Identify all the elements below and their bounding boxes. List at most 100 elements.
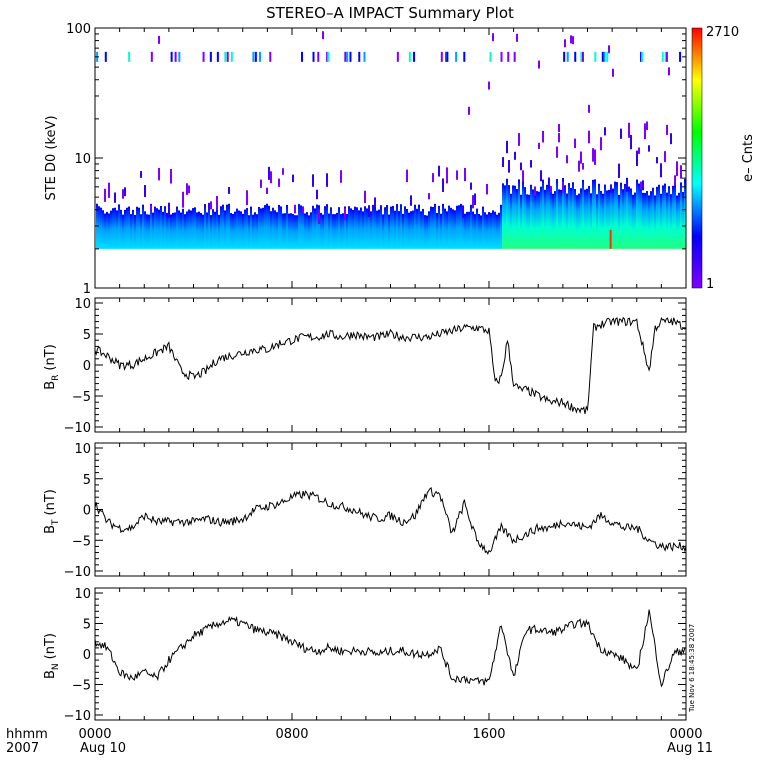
spectrogram-speck (368, 206, 370, 218)
spectrogram-column (116, 210, 118, 249)
spectrogram-column (600, 190, 602, 249)
spectrogram-column (398, 211, 400, 249)
spectrogram-column (482, 206, 484, 249)
spectrogram-column (674, 184, 676, 249)
spectrogram-speck (104, 51, 107, 62)
spectrogram-speck (124, 187, 126, 197)
spectrogram-column (320, 212, 322, 249)
spectrogram-column (206, 212, 208, 249)
y-tick-label: 5 (83, 473, 91, 488)
y-label-subscript: R (51, 375, 61, 381)
spectrogram-speck (300, 51, 303, 62)
spectrogram-column (550, 190, 552, 249)
spectrogram-column (146, 214, 148, 249)
spectrogram-column (656, 186, 658, 249)
spectrogram-column (532, 189, 534, 249)
spectrogram-column (232, 213, 234, 249)
spectrogram-column (684, 179, 686, 249)
spectrogram-column (224, 210, 226, 249)
spectrogram-speck (462, 205, 464, 218)
spectrogram-speck (158, 167, 160, 181)
spectrogram-speck (150, 51, 153, 62)
spectrogram-speck (150, 204, 152, 211)
spectrogram-column (164, 206, 166, 249)
spectrogram-column (406, 209, 408, 249)
spectrogram-column (594, 179, 596, 249)
spectrogram-speck (489, 51, 492, 62)
spectrogram-column (434, 203, 436, 249)
spectrogram-column (244, 209, 246, 249)
spectrogram-speck (656, 157, 658, 164)
spectrogram-column (444, 208, 446, 249)
spectrogram-column (304, 213, 306, 249)
spectrogram-column (602, 193, 604, 249)
spectrogram-column (642, 192, 644, 249)
spectrogram-column (266, 203, 268, 249)
spectrogram-column (174, 212, 176, 249)
spectrogram-column (370, 211, 372, 249)
spectrogram-column (682, 192, 684, 249)
spectrogram-speck (410, 195, 412, 206)
spectrogram-column (582, 179, 584, 249)
spectrogram-speck (128, 51, 131, 62)
spectrogram-speck (358, 51, 361, 62)
x-tick-label: 0000 (669, 727, 702, 742)
spectrogram-column (188, 209, 190, 249)
br-panel: −10 −5 0 5 10 BR (nT) (43, 297, 687, 436)
y-label-subscript: N (51, 663, 61, 670)
spectrogram-speck (317, 51, 320, 62)
spectrogram-speck (108, 182, 110, 198)
spectrogram-column (678, 192, 680, 249)
spectrogram-column (630, 188, 632, 249)
spectrogram-column (262, 207, 264, 249)
spectrogram-speck (604, 127, 606, 136)
spectrogram-column (296, 215, 298, 249)
spectrogram-column (302, 206, 304, 249)
spectrogram-column (442, 203, 444, 249)
spectrogram-speck (563, 51, 566, 62)
spectrogram-speck (174, 51, 177, 62)
spectrogram-column (298, 204, 300, 249)
spectrogram-speck (312, 174, 314, 187)
spectrogram-speck (327, 51, 330, 62)
field-trace (94, 316, 687, 414)
spectrogram-column (586, 188, 588, 249)
spectrogram-speck (679, 51, 682, 62)
bt-panel: −10 −5 0 5 10 BT (nT) (43, 442, 687, 580)
y-tick-label: −10 (64, 421, 91, 436)
y-tick-label: 10 (74, 152, 91, 167)
spectrogram-column (516, 189, 518, 249)
spectrogram-column (358, 210, 360, 249)
spectrogram-speck (468, 106, 470, 115)
spectrogram-speck (514, 151, 516, 160)
spectrogram-column (282, 213, 284, 249)
spectrogram-speck (456, 170, 458, 180)
spectrogram-speck (438, 165, 440, 177)
spectrogram-column (106, 211, 108, 249)
spectrogram-column (474, 214, 476, 249)
spectrogram-column (134, 215, 136, 249)
spectrogram-column (422, 208, 424, 249)
spectrogram-speck (364, 190, 366, 204)
spectrogram-column (220, 206, 222, 249)
spectrogram-speck (558, 124, 560, 133)
spectrogram-speck (601, 51, 604, 62)
spectrogram-speck (432, 173, 434, 183)
spectrogram-column (490, 212, 492, 249)
spectrogram-column (622, 189, 624, 249)
spectrogram-column (190, 210, 192, 249)
spectrogram-column (546, 184, 548, 249)
y-tick-label: −10 (64, 565, 91, 580)
y-tick-label: 5 (83, 618, 91, 633)
spectrogram-column (352, 209, 354, 249)
spectrogram-column (258, 206, 260, 249)
axis-unit-label: hhmm (6, 727, 48, 742)
spectrogram-column (242, 213, 244, 249)
spectrogram-speck (534, 186, 536, 196)
spectrogram-column (132, 209, 134, 249)
spectrogram-column (456, 205, 458, 249)
spectrogram-column (566, 193, 568, 249)
spectrogram-column (260, 208, 262, 249)
spectrogram-column (510, 193, 512, 249)
spectrogram-column (360, 207, 362, 249)
